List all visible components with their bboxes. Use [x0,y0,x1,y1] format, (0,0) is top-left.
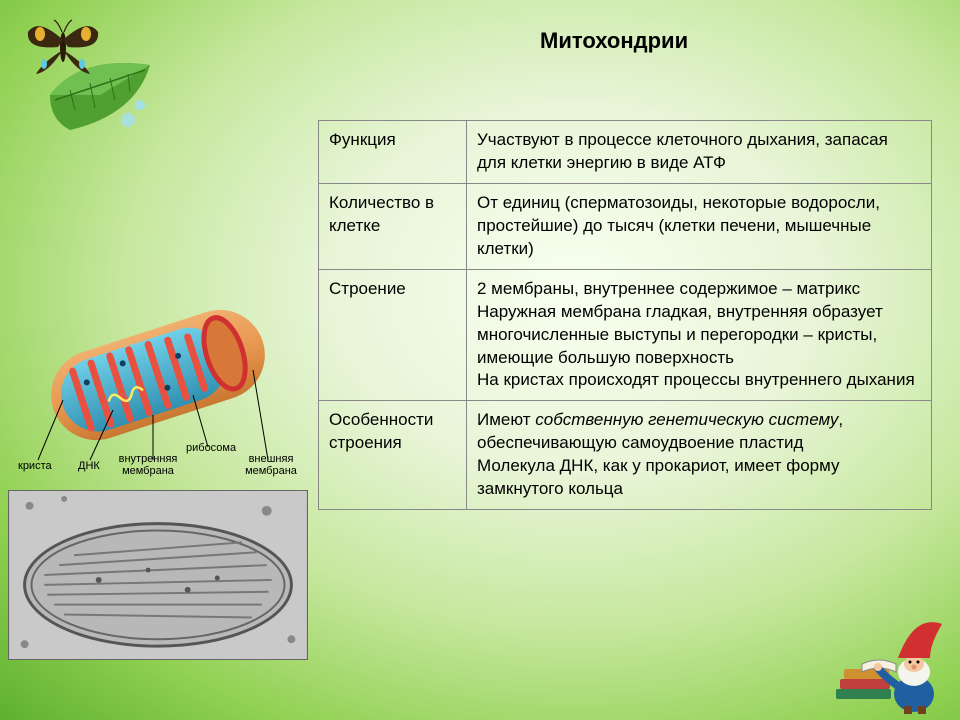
table-row: Строение 2 мембраны, внутреннее содержим… [319,269,932,401]
gnome-decoration [834,594,954,714]
diagram-label: внешняя мембрана [236,453,306,477]
row-label: Количество в клетке [319,183,467,269]
mitochondrion-micrograph [8,490,308,660]
table-row: Особенности строения Имеют собственную г… [319,401,932,510]
mitochondrion-diagram [8,275,308,475]
diagram-label: рибосома [186,442,236,454]
diagram-label: внутренняя мембрана [113,453,183,477]
row-label: Строение [319,269,467,401]
row-text: От единиц (сперматозоиды, некоторые водо… [467,183,932,269]
row-label: Функция [319,121,467,184]
table-row: Количество в клетке От единиц (сперматоз… [319,183,932,269]
diagram-label: ДНК [78,460,100,472]
table-row: Функция Участвуют в процессе клеточного … [319,121,932,184]
row-text: 2 мембраны, внутреннее содержимое – матр… [467,269,932,401]
row-text: Имеют собственную генетическую систему, … [467,401,932,510]
page-title: Митохондрии [540,28,688,54]
butterfly-decoration [18,12,108,82]
row-text: Участвуют в процессе клеточного дыхания,… [467,121,932,184]
info-table: Функция Участвуют в процессе клеточного … [318,120,932,510]
row-label: Особенности строения [319,401,467,510]
diagram-label: криста [18,460,52,472]
